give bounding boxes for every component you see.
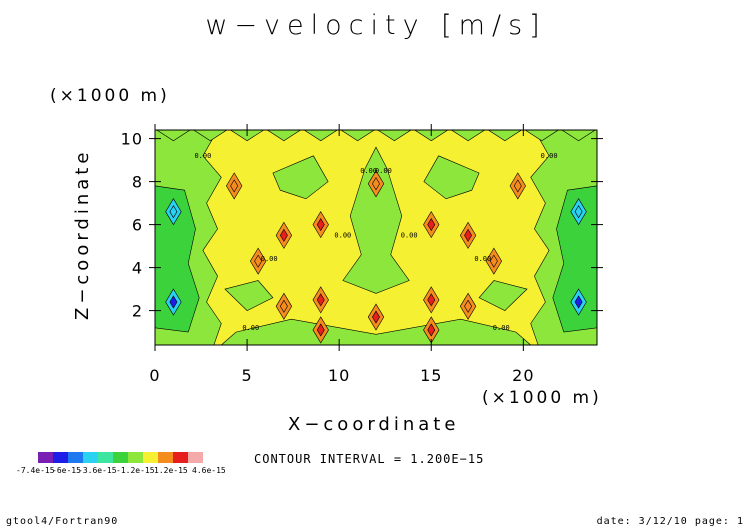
contour-value-label: 0.00 bbox=[375, 167, 392, 175]
y-tick-label: 6 bbox=[132, 216, 143, 235]
contour-interval-note: CONTOUR INTERVAL = 1.200E−15 bbox=[254, 452, 485, 466]
y-tick-label: 10 bbox=[121, 130, 143, 149]
contour-core-inner bbox=[169, 295, 178, 309]
colorbar-swatch bbox=[38, 452, 53, 463]
contour-value-label: 0.00 bbox=[541, 152, 558, 160]
contour-value-label: 0.00 bbox=[334, 232, 351, 240]
colorbar-swatch bbox=[113, 452, 128, 463]
contour-core-inner bbox=[574, 295, 583, 309]
contour-value-label: 0.00 bbox=[401, 232, 418, 240]
deep-green-left bbox=[154, 185, 200, 333]
plot-title: w−velocity [m/s] bbox=[205, 10, 547, 41]
contour-value-label: 0.00 bbox=[493, 324, 510, 332]
y-tick-label: 4 bbox=[132, 259, 143, 278]
contour-core-inner bbox=[489, 254, 498, 268]
contour-value-label: 0.00 bbox=[474, 255, 491, 263]
colorbar-swatch bbox=[143, 452, 158, 463]
contour-core-inner bbox=[254, 254, 263, 268]
colorbar-label: 4.6e-15 bbox=[192, 466, 226, 475]
contour-core-inner bbox=[427, 218, 436, 232]
contour-core-inner bbox=[316, 218, 325, 232]
contour-core-inner bbox=[230, 179, 239, 193]
x-tick-label: 10 bbox=[328, 366, 350, 385]
deep-green-right bbox=[552, 185, 598, 333]
colorbar-label: -6e-15 bbox=[52, 466, 81, 475]
colorbar-label: 1.2e-15 bbox=[154, 466, 188, 475]
colorbar-swatch bbox=[53, 452, 68, 463]
green-patch-upper-left bbox=[272, 155, 329, 200]
y-tick-label: 8 bbox=[132, 173, 143, 192]
x-axis-unit: (×1000 m) bbox=[482, 388, 602, 408]
contour-core-inner bbox=[279, 228, 288, 242]
x-tick-label: 15 bbox=[420, 366, 442, 385]
colorbar-label: -7.4e-15 bbox=[16, 466, 55, 475]
y-tick-label: 2 bbox=[132, 302, 143, 321]
contour-core-inner bbox=[427, 293, 436, 307]
green-region-center bbox=[342, 146, 410, 294]
footer-date-page: date: 3/12/10 page: 1 bbox=[596, 516, 744, 527]
colorbar-swatch bbox=[83, 452, 98, 463]
contour-core-inner bbox=[279, 299, 288, 313]
contour-core-inner bbox=[316, 293, 325, 307]
x-axis-label: X−coordinate bbox=[288, 414, 460, 435]
contour-core-inner bbox=[464, 299, 473, 313]
colorbar-swatch bbox=[68, 452, 83, 463]
colorbar-label: -3.6e-15 bbox=[78, 466, 117, 475]
contour-value-label: 0.00 bbox=[194, 152, 211, 160]
plot-frame bbox=[154, 129, 598, 346]
contour-core-inner bbox=[316, 323, 325, 337]
contour-core-inner bbox=[372, 177, 380, 191]
colorbar-label: -1.2e-15 bbox=[116, 466, 155, 475]
contour-value-label: 0.00 bbox=[242, 324, 259, 332]
green-patch-upper-right bbox=[423, 155, 480, 200]
contour-value-label: 0.00 bbox=[360, 167, 377, 175]
x-tick-label: 5 bbox=[241, 366, 252, 385]
contour-value-label: 0.00 bbox=[261, 255, 278, 263]
y-axis-unit: (×1000 m) bbox=[50, 86, 170, 106]
contour-core-inner bbox=[513, 179, 522, 193]
green-patch-mid-right bbox=[478, 280, 528, 311]
colorbar-swatch bbox=[173, 452, 188, 463]
colorbar-swatch bbox=[128, 452, 143, 463]
green-patch-mid-left bbox=[224, 280, 274, 311]
colorbar-swatch bbox=[158, 452, 173, 463]
contour-core-inner bbox=[574, 205, 583, 219]
contour-core-inner bbox=[372, 310, 380, 324]
colorbar-swatch bbox=[188, 452, 203, 463]
contour-core-inner bbox=[464, 228, 473, 242]
colorbar-swatch bbox=[98, 452, 113, 463]
contour-core-inner bbox=[427, 323, 436, 337]
x-tick-label: 0 bbox=[149, 366, 160, 385]
x-tick-label: 20 bbox=[512, 366, 534, 385]
green-band-bottom bbox=[220, 318, 532, 346]
contour-core-inner bbox=[169, 205, 178, 219]
footer-software: gtool4/Fortran90 bbox=[6, 516, 119, 527]
